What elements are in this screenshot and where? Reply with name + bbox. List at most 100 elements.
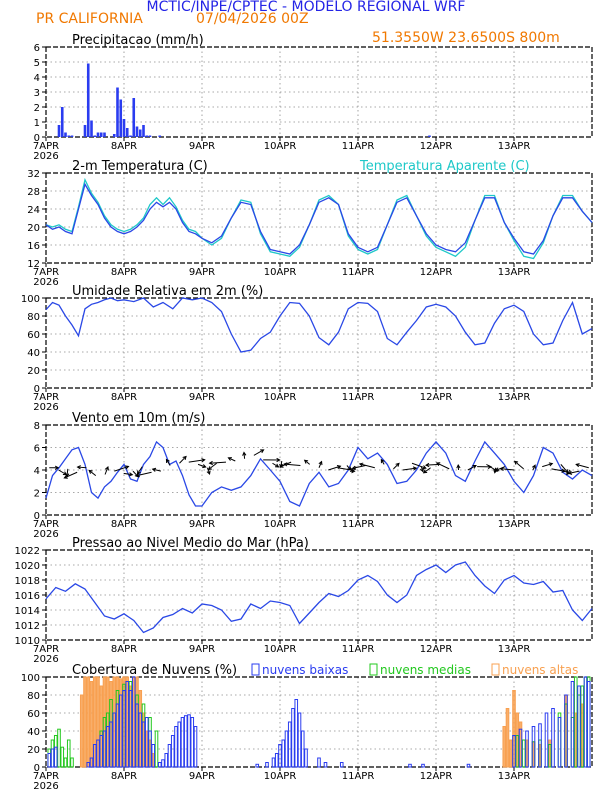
y-tick-label: 28 — [27, 187, 40, 198]
wind-arrow — [284, 463, 301, 466]
legend-apparent-temperature: Temperatura Aparente (C) — [359, 159, 530, 174]
y-tick-label: 0 — [34, 763, 40, 774]
x-tick-label: 10APR — [264, 519, 297, 530]
y-tick-label: 80 — [27, 691, 40, 702]
precip-bar — [60, 107, 64, 137]
panel-wind: 0 2 4 6 8 7APR 8APR 9APR 10APR 11APR 12APR 13APR 202… — [33, 411, 593, 540]
x-tick-label: 9APR — [189, 771, 215, 782]
wind-arrow — [560, 464, 569, 473]
wind-arrow — [114, 465, 129, 472]
wind-arrow-head — [513, 460, 519, 465]
x-tick-label: 13APR — [498, 771, 531, 782]
x-tick-label: 11APR — [342, 519, 375, 530]
legend-swatch-nuvens-baixas — [251, 663, 260, 676]
cloud-bar-nuvens-baixas — [287, 721, 292, 768]
x-tick-label: 13APR — [498, 392, 531, 403]
cloud-bar-nuvens-baixas — [135, 703, 139, 768]
location-label: PR CALIFORNIA — [36, 11, 143, 27]
panel-rh: 0 20 40 60 80 100 7APR 8APR 9APR 10APR 11APR 12APR 1… — [21, 284, 593, 413]
x-tick-label: 8APR — [111, 392, 137, 403]
wind-arrow — [393, 462, 400, 470]
wind-arrow — [253, 449, 264, 456]
y-tick-label: 1010 — [15, 636, 40, 647]
cloud-bar-nuvens-baixas — [339, 762, 344, 768]
cloud-bar-nuvens-altas — [502, 726, 507, 768]
wind-arrow-head — [279, 463, 284, 468]
cloud-bar-nuvens-baixas — [255, 763, 260, 768]
cloud-bar-nuvens-baixas — [297, 712, 302, 768]
cloud-bar-nuvens-medias — [521, 739, 526, 768]
year-label: 2026 — [33, 151, 58, 162]
cloud-bar-nuvens-baixas — [557, 717, 562, 768]
wind-arrow-head — [499, 466, 504, 472]
page-title: MCTIC/INPE/CPTEC - MODELO REGIONAL WRF — [146, 0, 466, 15]
year-label: 2026 — [33, 402, 58, 413]
x-tick-label: 11APR — [342, 644, 375, 655]
wind-arrow-head — [182, 455, 187, 460]
wind-arrow-head — [274, 463, 280, 468]
wind-arrow-head — [435, 462, 441, 467]
y-tick-label: 0 — [34, 133, 40, 144]
cloud-bar-nuvens-baixas — [105, 726, 110, 768]
precip-bar — [142, 125, 145, 137]
wind-arrow — [551, 468, 565, 472]
wind-arrow — [64, 471, 78, 479]
wind-arrow — [514, 460, 524, 470]
x-tick-label: 13APR — [498, 267, 531, 278]
cloud-bar-nuvens-baixas — [284, 730, 289, 768]
cloud-bar-nuvens-medias — [70, 757, 74, 768]
wind-arrow — [576, 463, 589, 469]
precip-bar — [125, 128, 129, 137]
wind-arrow — [166, 459, 171, 466]
wind-arrow — [328, 465, 341, 471]
y-tick-label: 1012 — [15, 621, 40, 632]
y-tick-label: 1018 — [15, 576, 40, 587]
x-tick-label: 9APR — [189, 519, 215, 530]
precip-bar — [86, 63, 90, 137]
wind-arrow-head — [303, 459, 309, 464]
cloud-bar-nuvens-baixas — [161, 759, 165, 768]
y-tick-label: 2 — [34, 489, 40, 500]
cloud-bar-nuvens-baixas — [274, 753, 279, 768]
precip-bar — [428, 135, 431, 137]
wind-arrow-head — [136, 470, 141, 475]
precip-bar — [122, 119, 126, 137]
x-tick-label: 11APR — [342, 267, 375, 278]
precip-bar — [138, 129, 142, 137]
series-temperature — [45, 182, 593, 255]
precip-bar — [119, 99, 123, 137]
cloud-bar-nuvens-altas — [86, 676, 91, 768]
cloud-bar-nuvens-baixas — [304, 748, 308, 768]
y-tick-label: 4 — [34, 73, 40, 84]
x-tick-label: 9APR — [189, 392, 215, 403]
wind-arrow — [77, 466, 87, 469]
wind-arrow-head — [358, 462, 364, 467]
legend-label-nuvens-baixas: nuvens baixas — [262, 663, 348, 677]
wind-arrow-head — [207, 466, 212, 471]
y-tick-label: 20 — [27, 223, 40, 234]
wind-arrow-head — [165, 458, 170, 464]
x-tick-label: 7APR — [33, 267, 59, 278]
cloud-bar-nuvens-baixas — [89, 757, 94, 768]
wind-arrow — [272, 462, 279, 468]
y-tick-label: 16 — [27, 241, 40, 252]
wind-arrow — [137, 466, 143, 475]
panel-title: Precipitacao (mm/h) — [72, 33, 204, 48]
panel-frame — [45, 549, 593, 641]
wind-arrow — [152, 468, 161, 472]
x-tick-label: 12APR — [420, 771, 453, 782]
cloud-bar-nuvens-baixas — [300, 730, 305, 768]
panel-title: Umidade Relativa em 2m (%) — [72, 284, 263, 299]
cloud-bar-nuvens-baixas — [278, 744, 282, 768]
wind-arrow-head — [420, 467, 425, 473]
wind-arrow — [304, 459, 311, 465]
x-tick-label: 12APR — [420, 644, 453, 655]
precip-bar — [57, 125, 61, 137]
wind-arrow-head — [206, 470, 211, 475]
panel-frame — [45, 46, 593, 138]
y-tick-label: 8 — [34, 421, 40, 432]
precip-bar — [70, 135, 74, 137]
x-tick-label: 8APR — [111, 141, 137, 152]
cloud-bar-nuvens-baixas — [586, 681, 591, 768]
